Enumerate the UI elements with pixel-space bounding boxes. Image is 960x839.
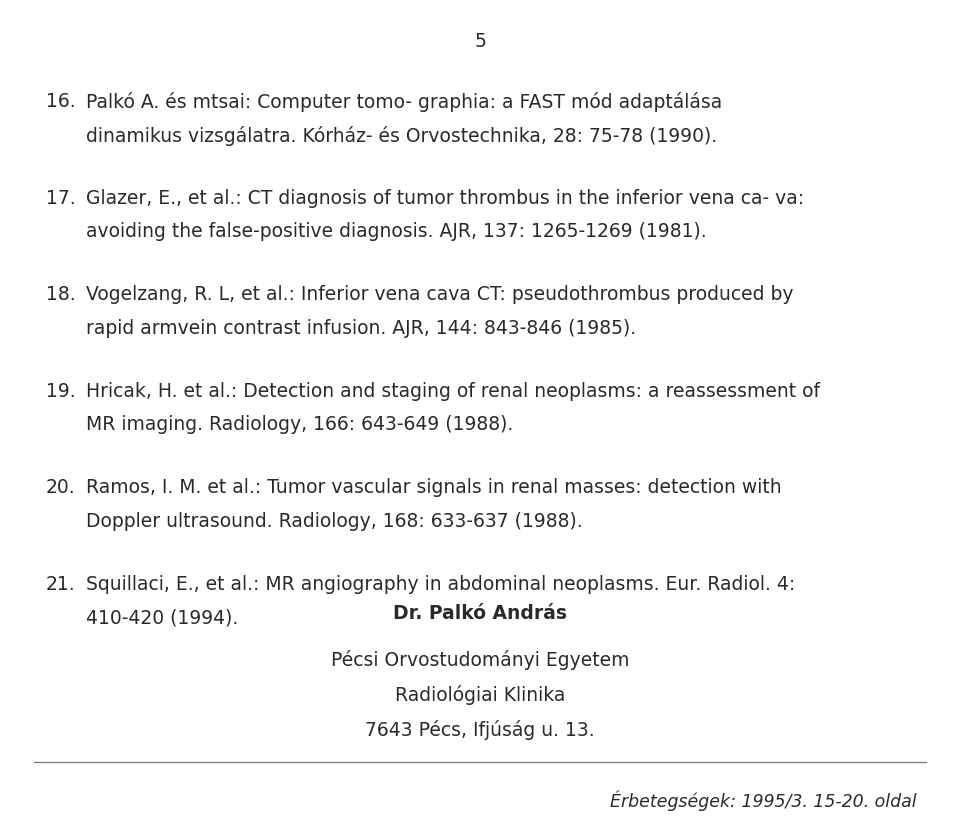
Text: Dr. Palkó András: Dr. Palkó András (393, 604, 567, 623)
Text: 19.: 19. (46, 382, 76, 401)
Text: 21.: 21. (46, 575, 76, 594)
Text: Vogelzang, R. L, et al.: Inferior vena cava CT: pseudothrombus produced by: Vogelzang, R. L, et al.: Inferior vena c… (86, 285, 794, 305)
Text: Palkó A. és mtsai: Computer tomo- graphia: a FAST mód adaptálása: Palkó A. és mtsai: Computer tomo- graphi… (86, 92, 723, 112)
Text: 20.: 20. (46, 478, 76, 498)
Text: avoiding the false-positive diagnosis. AJR, 137: 1265-1269 (1981).: avoiding the false-positive diagnosis. A… (86, 222, 707, 242)
Text: 410-420 (1994).: 410-420 (1994). (86, 608, 239, 628)
Text: 7643 Pécs, Ifjúság u. 13.: 7643 Pécs, Ifjúság u. 13. (365, 721, 595, 740)
Text: Pécsi Orvostudományi Egyetem: Pécsi Orvostudományi Egyetem (331, 650, 629, 670)
Text: Hricak, H. et al.: Detection and staging of renal neoplasms: a reassessment of: Hricak, H. et al.: Detection and staging… (86, 382, 821, 401)
Text: Ramos, I. M. et al.: Tumor vascular signals in renal masses: detection with: Ramos, I. M. et al.: Tumor vascular sign… (86, 478, 782, 498)
Text: 18.: 18. (46, 285, 76, 305)
Text: dinamikus vizsgálatra. Kórház- és Orvostechnika, 28: 75-78 (1990).: dinamikus vizsgálatra. Kórház- és Orvost… (86, 126, 717, 146)
Text: 5: 5 (474, 32, 486, 51)
Text: Doppler ultrasound. Radiology, 168: 633-637 (1988).: Doppler ultrasound. Radiology, 168: 633-… (86, 512, 583, 531)
Text: 17.: 17. (46, 189, 76, 208)
Text: Glazer, E., et al.: CT diagnosis of tumor thrombus in the inferior vena ca- va:: Glazer, E., et al.: CT diagnosis of tumo… (86, 189, 804, 208)
Text: Squillaci, E., et al.: MR angiography in abdominal neoplasms. Eur. Radiol. 4:: Squillaci, E., et al.: MR angiography in… (86, 575, 796, 594)
Text: 16.: 16. (46, 92, 76, 112)
Text: Érbetegségek: 1995/3. 15-20. oldal: Érbetegségek: 1995/3. 15-20. oldal (611, 790, 917, 810)
Text: MR imaging. Radiology, 166: 643-649 (1988).: MR imaging. Radiology, 166: 643-649 (198… (86, 415, 514, 435)
Text: Radiológiai Klinika: Radiológiai Klinika (395, 685, 565, 705)
Text: rapid armvein contrast infusion. AJR, 144: 843-846 (1985).: rapid armvein contrast infusion. AJR, 14… (86, 319, 636, 338)
